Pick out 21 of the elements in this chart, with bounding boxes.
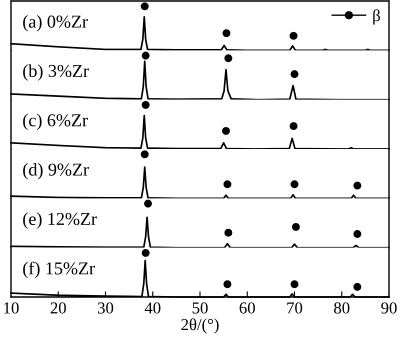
x-tick-label: 60 xyxy=(240,302,255,314)
series-label: (f) 15%Zr xyxy=(23,262,95,278)
x-tick-label: 30 xyxy=(98,302,114,314)
series-label: (b) 3%Zr xyxy=(23,64,89,81)
x-tick-label: 10 xyxy=(4,302,19,314)
x-tick-label: 80 xyxy=(334,302,350,314)
legend-label: β xyxy=(373,9,380,25)
point xyxy=(353,230,362,238)
series-label: (e) 12%Zr xyxy=(23,212,97,229)
series-label: (d) 9%Zr xyxy=(23,163,89,180)
series-label: (a) 0%Zr xyxy=(23,15,88,32)
x-tick-label: 90 xyxy=(381,302,397,314)
x-tick-label: 40 xyxy=(144,302,160,314)
point xyxy=(144,200,152,208)
x-tick-label: 50 xyxy=(192,302,208,314)
x-tick-label: 20 xyxy=(50,302,66,314)
point xyxy=(292,223,300,231)
x-axis-title: 2θ/(°) xyxy=(181,318,219,334)
point xyxy=(224,228,232,237)
x-tick-label: 70 xyxy=(287,302,302,314)
series-label: (c) 6%Zr xyxy=(23,114,88,130)
